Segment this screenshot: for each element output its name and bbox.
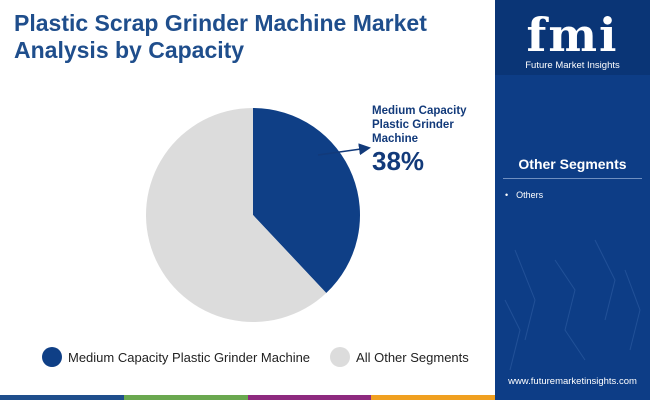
pie-slice-all-other-segments [145, 108, 327, 322]
other-segments-title: Other Segments [518, 156, 627, 172]
bottom-bar-segment-3 [247, 395, 372, 400]
page-title: Plastic Scrap Grinder Machine Market Ana… [14, 10, 427, 63]
bottom-bar-segment-4 [371, 395, 495, 400]
sidebar-decoration [504, 239, 641, 371]
segments-divider [503, 178, 642, 179]
legend-swatch-medium-capacity [42, 347, 62, 367]
chart-legend: Medium Capacity Plastic Grinder Machine … [42, 346, 489, 368]
logo-subtitle: Future Market Insights [525, 60, 620, 71]
legend-item-all-other: All Other Segments [330, 347, 469, 367]
fmi-logo: fmi Future Market Insights [495, 0, 650, 75]
callout-value: 38% [372, 146, 425, 176]
callout-arrow [317, 143, 371, 156]
legend-swatch-all-other [330, 347, 351, 367]
website-url: www.futuremarketinsights.com [508, 376, 637, 387]
bottom-bar-segment-1 [0, 395, 124, 400]
pie-chart: Medium Capacity Plastic Grinder Machine … [145, 105, 467, 322]
pie-slice-medium-capacity-plastic-grinder-machine [253, 108, 360, 293]
segment-item-others: Others [505, 190, 543, 200]
segments-list: Others [505, 190, 543, 200]
callout-label: Medium Capacity Plastic Grinder Machine [372, 105, 467, 145]
bottom-color-bar [0, 395, 495, 400]
sidebar: fmi Future Market Insights Other Segment… [495, 0, 650, 400]
logo-text: fmi [526, 8, 619, 62]
pie-chart-svg [145, 108, 371, 322]
bottom-bar-segment-2 [123, 395, 248, 400]
legend-label-all-other: All Other Segments [356, 349, 469, 365]
legend-label-medium-capacity: Medium Capacity Plastic Grinder Machine [68, 349, 311, 365]
legend-item-medium-capacity: Medium Capacity Plastic Grinder Machine [42, 347, 310, 367]
